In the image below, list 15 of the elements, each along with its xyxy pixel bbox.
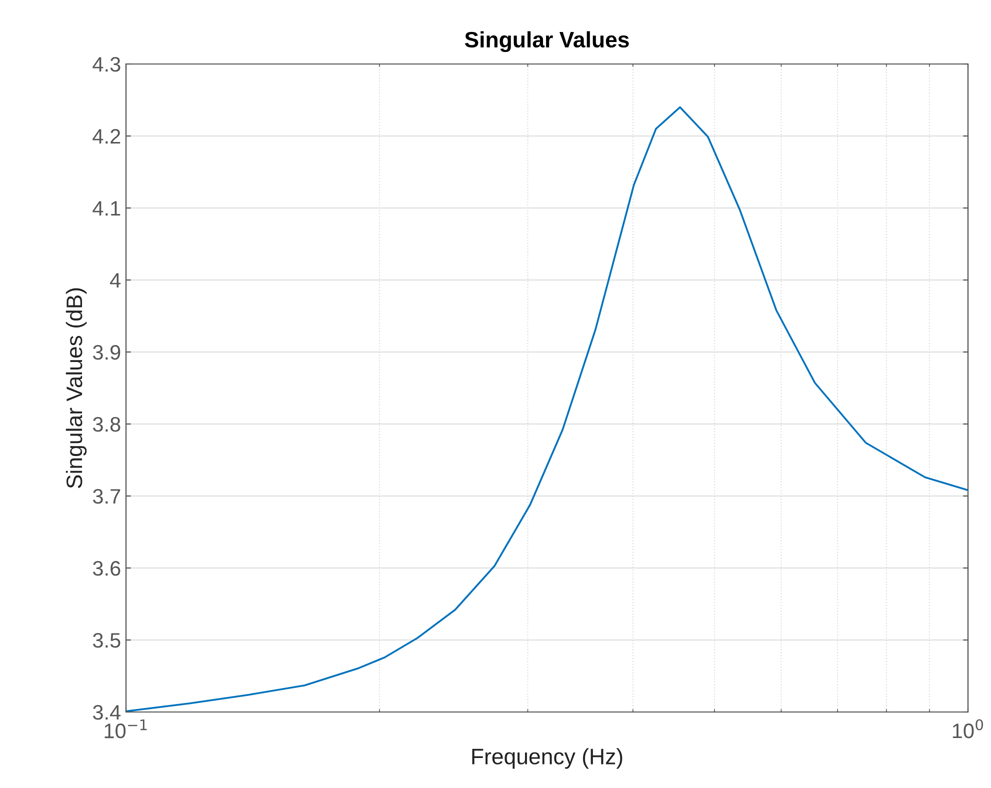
y-tick-label: 4 [110, 273, 121, 288]
x-tick-label: 10$^{0}$ [952, 719, 984, 738]
y-tick-label: 3.7 [92, 489, 120, 504]
y-axis-title: Singular Values (dB) [66, 288, 87, 488]
y-tick-label: 4.3 [92, 57, 120, 72]
y-tick-label: 3.9 [92, 345, 120, 360]
y-tick-label: 3.5 [92, 633, 120, 648]
y-tick-label: 4.1 [92, 201, 120, 216]
x-axis-title: Frequency (Hz) [472, 748, 622, 769]
y-tick-label: 3.6 [92, 561, 120, 576]
x-tick-label: 10$^{−1}$ [104, 719, 147, 738]
chart-title: Singular Values [464, 31, 629, 52]
y-tick-label: 3.4 [92, 705, 121, 720]
y-tick-label: 4.2 [92, 129, 120, 144]
y-tick-label: 3.8 [92, 417, 120, 432]
